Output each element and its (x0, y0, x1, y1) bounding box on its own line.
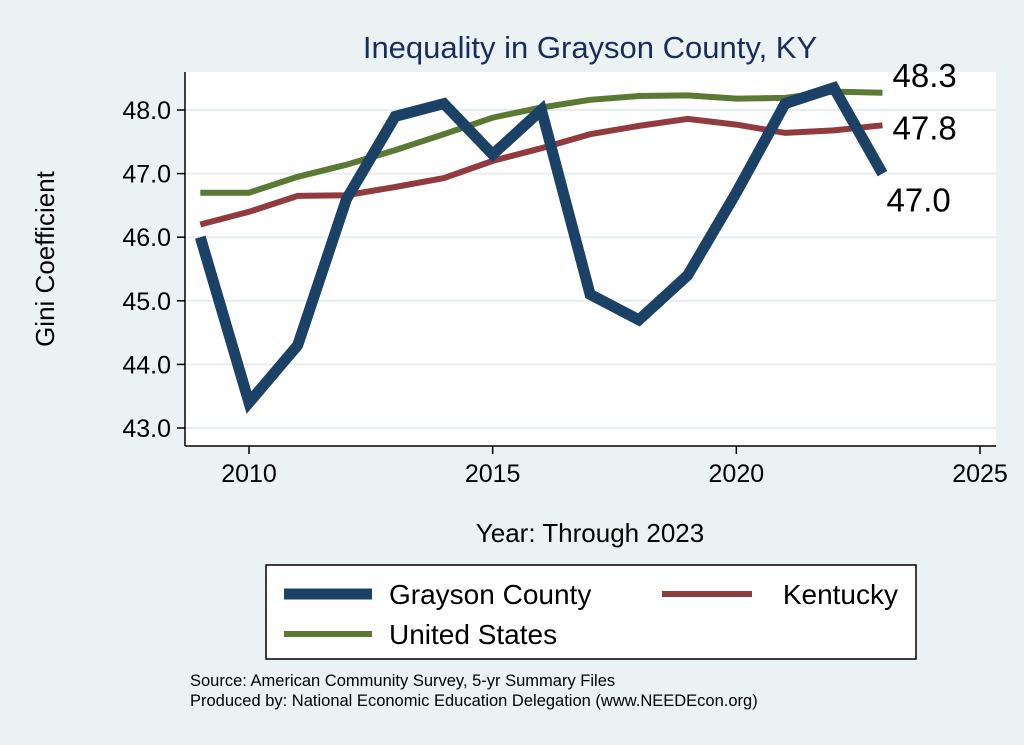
y-tick-label: 48.0 (122, 97, 171, 125)
x-axis-title: Year: Through 2023 (476, 518, 704, 548)
y-axis-title: Gini Coefficient (30, 170, 60, 347)
legend-label-kentucky: Kentucky (783, 579, 898, 610)
legend-label-united-states: United States (389, 619, 557, 650)
end-label-united-states: 48.3 (893, 57, 957, 94)
y-tick-label: 45.0 (122, 288, 171, 316)
x-tick-label: 2025 (952, 460, 1008, 488)
chart-title: Inequality in Grayson County, KY (363, 30, 817, 65)
y-tick-label: 44.0 (122, 351, 171, 379)
end-label-kentucky: 47.8 (893, 109, 957, 146)
source-note: Source: American Community Survey, 5-yr … (190, 672, 615, 690)
axes: 43.0 44.0 45.0 46.0 47.0 48.0 2010 2015 2020 2025 (122, 72, 1008, 488)
legend-label-grayson: Grayson County (389, 579, 591, 610)
y-tick-label: 47.0 (122, 161, 171, 189)
y-tick-label: 46.0 (122, 224, 171, 252)
y-tick-label: 43.0 (122, 415, 171, 443)
end-label-grayson-county: 47.0 (887, 182, 951, 219)
legend-box (265, 564, 917, 660)
x-tick-label: 2015 (465, 460, 521, 488)
series-line-grayson-county (195, 81, 888, 414)
x-tick-label: 2010 (221, 460, 277, 488)
series-lines (195, 81, 888, 414)
x-tick-label: 2020 (709, 460, 765, 488)
legend: Grayson County Kentucky United States (265, 564, 917, 660)
end-labels: 47.0 47.8 48.3 (887, 57, 957, 219)
producer-note: Produced by: National Economic Education… (190, 692, 758, 710)
